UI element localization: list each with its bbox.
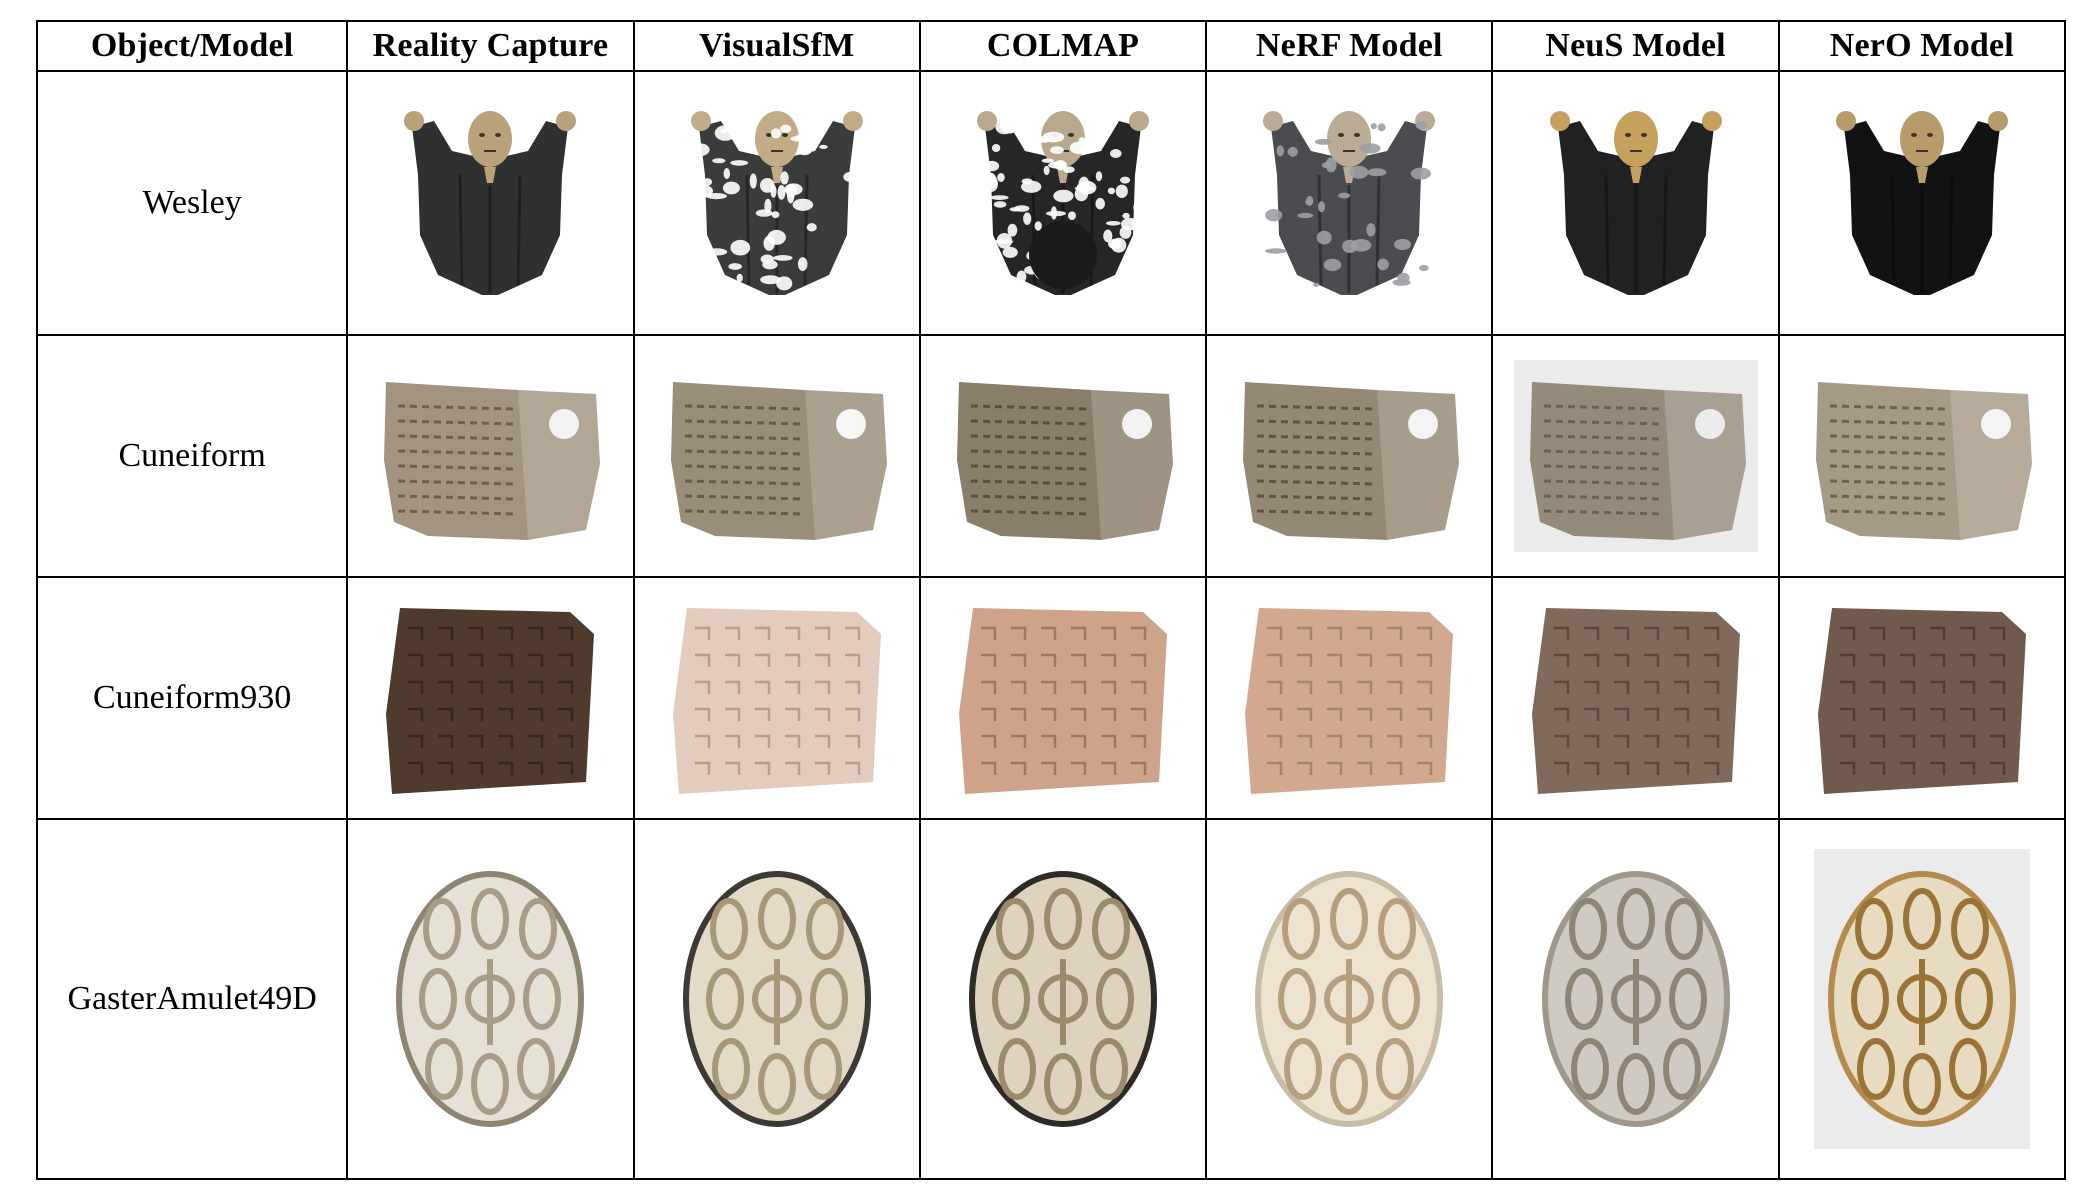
render-cell bbox=[1491, 818, 1780, 1180]
render-cell bbox=[346, 576, 635, 820]
cuneiform930-render-3 bbox=[1245, 608, 1454, 794]
render-cell bbox=[1205, 334, 1494, 578]
header-row: Object/Model Reality Capture VisualSfM C… bbox=[35, 20, 2067, 72]
render-cell bbox=[1777, 818, 2067, 1180]
wesley-render-4 bbox=[1549, 111, 1722, 295]
object-name-cuneiform: Cuneiform bbox=[35, 334, 349, 578]
render-cell bbox=[1205, 818, 1494, 1180]
header-nero-model: NerO Model bbox=[1777, 20, 2067, 72]
render-cell bbox=[918, 334, 1208, 578]
render-cell bbox=[1491, 576, 1780, 820]
render-cell bbox=[346, 334, 635, 578]
wesley-render-3 bbox=[1263, 111, 1436, 295]
render-cell bbox=[1491, 334, 1780, 578]
cuneiform930-render-0 bbox=[386, 608, 595, 794]
wesley-render-0 bbox=[404, 111, 577, 295]
object-name-wesley: Wesley bbox=[35, 70, 349, 336]
wesley-render-5 bbox=[1835, 111, 2008, 295]
cuneiform-render-2 bbox=[957, 382, 1173, 540]
cuneiform930-render-2 bbox=[959, 608, 1167, 794]
amulet-render-5 bbox=[1813, 849, 2030, 1149]
cuneiform930-render-1 bbox=[672, 608, 881, 794]
amulet-render-1 bbox=[682, 871, 871, 1127]
render-cell bbox=[632, 576, 921, 820]
header-colmap: COLMAP bbox=[918, 20, 1208, 72]
header-nerf-model: NeRF Model bbox=[1205, 20, 1494, 72]
cuneiform-render-1 bbox=[670, 382, 887, 540]
render-cell bbox=[1205, 576, 1494, 820]
cuneiform930-render-4 bbox=[1531, 608, 1740, 794]
cuneiform-render-0 bbox=[384, 382, 601, 540]
cuneiform-render-4 bbox=[1513, 360, 1758, 552]
render-cell bbox=[1205, 70, 1494, 336]
wesley-render-1 bbox=[690, 111, 863, 295]
render-cell bbox=[632, 70, 921, 336]
table-row-wesley: Wesley bbox=[35, 70, 2067, 336]
object-name-cuneiform930: Cuneiform930 bbox=[35, 576, 349, 820]
header-reality-capture: Reality Capture bbox=[346, 20, 635, 72]
render-cell bbox=[1777, 576, 2067, 820]
render-cell bbox=[346, 70, 635, 336]
render-cell bbox=[1491, 70, 1780, 336]
amulet-render-0 bbox=[396, 871, 585, 1127]
render-cell bbox=[632, 818, 921, 1180]
amulet-render-4 bbox=[1541, 871, 1730, 1127]
amulet-render-3 bbox=[1255, 871, 1444, 1127]
wesley-render-2 bbox=[975, 111, 1149, 295]
table-row-gasteramulet49d: GasterAmulet49D bbox=[35, 818, 2067, 1180]
render-cell bbox=[632, 334, 921, 578]
header-visualsfm: VisualSfM bbox=[632, 20, 921, 72]
table-row-cuneiform: Cuneiform bbox=[35, 334, 2067, 578]
cuneiform-render-3 bbox=[1243, 382, 1460, 540]
cuneiform930-render-5 bbox=[1817, 608, 2026, 794]
object-name-gasteramulet49d: GasterAmulet49D bbox=[35, 818, 349, 1180]
render-cell bbox=[918, 576, 1208, 820]
render-cell bbox=[1777, 334, 2067, 578]
table-row-cuneiform930: Cuneiform930 bbox=[35, 576, 2067, 820]
render-cell bbox=[918, 818, 1208, 1180]
render-cell bbox=[346, 818, 635, 1180]
header-neus-model: NeuS Model bbox=[1491, 20, 1780, 72]
header-object-model: Object/Model bbox=[35, 20, 349, 72]
amulet-render-2 bbox=[969, 871, 1157, 1127]
render-cell bbox=[918, 70, 1208, 336]
cuneiform-render-5 bbox=[1815, 382, 2032, 540]
comparison-table: Object/Model Reality Capture VisualSfM C… bbox=[35, 20, 2067, 1180]
render-cell bbox=[1777, 70, 2067, 336]
